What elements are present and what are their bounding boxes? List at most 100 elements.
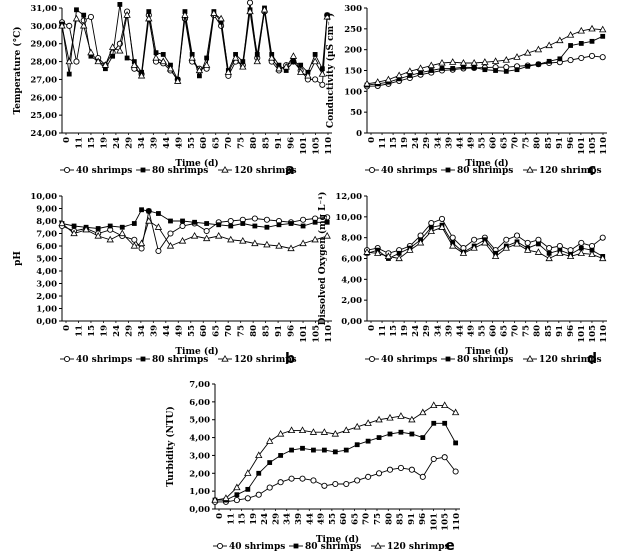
series-circle (363, 215, 606, 257)
y-tick-label: 3,00 (36, 280, 57, 290)
data-point (319, 66, 325, 72)
x-tick-label: 39 (444, 325, 454, 337)
data-point (323, 12, 331, 20)
data-point (278, 453, 284, 458)
data-point (74, 7, 79, 13)
data-point (145, 14, 153, 22)
data-point (116, 46, 124, 54)
data-point (599, 234, 606, 241)
x-tick-label: 55 (477, 137, 487, 149)
data-point (260, 5, 269, 13)
y-tick-label: 0 (356, 129, 362, 139)
x-tick-label: 80 (249, 325, 259, 337)
data-point (231, 53, 240, 61)
legend-label: 40 shrimps (381, 355, 437, 365)
data-point (283, 68, 289, 73)
x-axis-label: Time (d) (465, 346, 508, 357)
series-square (59, 2, 330, 82)
data-point (311, 235, 319, 243)
data-point (387, 431, 393, 437)
data-point (453, 440, 459, 446)
x-tick-label: 70 (362, 513, 372, 525)
chart-e: 0,001,002,003,004,005,006,007,000 11 15 19 2… (165, 380, 462, 554)
data-point (427, 227, 435, 235)
legend-marker (526, 165, 534, 173)
data-point (459, 58, 468, 66)
data-point (106, 235, 114, 243)
data-point (160, 52, 166, 57)
data-point (503, 68, 509, 74)
legend-marker (63, 166, 71, 174)
x-tick-label: 80 (533, 137, 543, 149)
data-point (409, 431, 415, 437)
x-tick-label: 85 (396, 513, 406, 525)
series-square (59, 207, 330, 231)
series-triangle (211, 401, 460, 503)
x-tick-label: 80 (533, 325, 543, 337)
x-tick-label: 91 (555, 137, 565, 149)
x-tick-label: 15 (389, 137, 399, 149)
data-point (578, 245, 584, 251)
data-point (470, 58, 478, 66)
y-tick-label: 4,00 (341, 275, 362, 285)
x-tick-label: 85 (262, 325, 272, 337)
data-point (167, 230, 174, 237)
legend-label: 120 shrimps (234, 166, 297, 176)
series-circle (58, 0, 331, 88)
x-tick-label: 75 (373, 513, 383, 525)
x-tick-label: 49 (174, 137, 184, 149)
data-point (298, 62, 304, 68)
data-point (87, 48, 95, 56)
data-point (428, 68, 434, 73)
x-tick-label: 0 (367, 325, 377, 331)
x-tick-label: 85 (544, 137, 554, 149)
panel-label: c (588, 162, 596, 178)
legend-marker (445, 167, 451, 173)
y-tick-label: 6,00 (341, 255, 362, 265)
data-point (239, 236, 247, 244)
data-point (181, 11, 189, 18)
data-point (240, 221, 246, 226)
x-tick-label: 55 (477, 325, 487, 337)
x-tick-label: 29 (124, 137, 134, 149)
data-point (449, 241, 457, 249)
x-tick-label: 39 (294, 513, 304, 525)
data-point (288, 475, 295, 482)
y-tick-label: 9,00 (36, 205, 57, 215)
data-point (174, 77, 182, 84)
y-tick-label: 26,00 (30, 93, 57, 103)
data-point (578, 41, 584, 46)
data-point (80, 21, 88, 29)
y-tick-label: 100 (344, 87, 362, 97)
data-point (289, 447, 294, 453)
x-tick-label: 60 (199, 325, 209, 337)
data-point (110, 53, 116, 59)
data-point (58, 21, 66, 29)
data-point (452, 468, 459, 475)
y-tick-label: 0,00 (341, 317, 362, 327)
data-point (309, 428, 318, 435)
data-point (130, 61, 139, 68)
data-point (374, 78, 382, 85)
data-point (556, 249, 564, 256)
data-point (363, 79, 371, 87)
chart-a: 24,00 25,00 26,00 27,00 28,00 29,00 30,00 31,00… (12, 0, 334, 178)
data-point (534, 45, 543, 53)
series-triangle (363, 24, 607, 87)
data-point (397, 464, 404, 471)
x-tick-label: 75 (522, 137, 532, 149)
x-tick-label: 11 (378, 325, 388, 337)
data-point (287, 244, 295, 252)
data-point (577, 249, 585, 256)
x-tick-label: 80 (384, 513, 394, 525)
y-tick-label: 6,00 (189, 398, 210, 408)
data-point (245, 486, 251, 492)
data-point (108, 43, 117, 50)
y-tick-label: 7,00 (36, 230, 57, 240)
data-point (471, 65, 477, 70)
data-point (204, 55, 210, 61)
data-point (365, 438, 371, 444)
legend-marker (63, 355, 71, 363)
data-point (288, 221, 294, 226)
x-tick-label: 34 (137, 325, 147, 337)
